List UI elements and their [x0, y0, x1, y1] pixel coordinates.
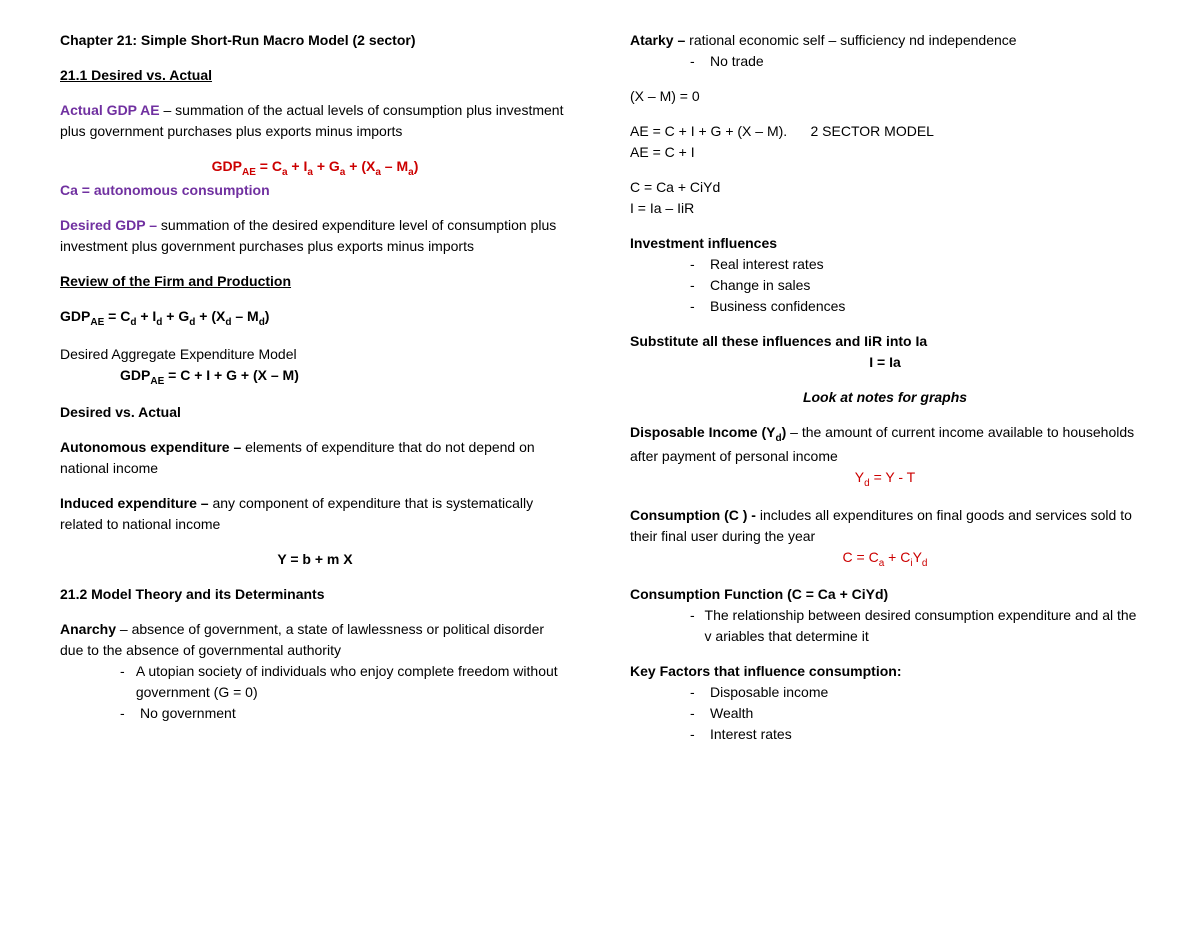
dae-block: Desired Aggregate Expenditure Model GDPA… — [60, 344, 570, 389]
y-bmx-formula: Y = b + m X — [60, 549, 570, 570]
review-heading: Review of the Firm and Production — [60, 271, 570, 292]
list-item: -Wealth — [690, 703, 1140, 724]
look-at-notes: Look at notes for graphs — [630, 387, 1140, 408]
consumption-block: Consumption (C ) - includes all expendit… — [630, 505, 1140, 547]
substitute-line: Substitute all these influences and IiR … — [630, 331, 1140, 352]
list-item: -No trade — [690, 51, 1140, 72]
section-21-1-heading: 21.1 Desired vs. Actual — [60, 65, 570, 86]
atarky-block: Atarky – rational economic self – suffic… — [630, 30, 1140, 51]
c-formula: C = Ca + CiYd — [630, 547, 1140, 571]
list-item: -No government — [120, 703, 570, 724]
ci-equations: C = Ca + CiYd I = Ia – IiR — [630, 177, 1140, 219]
desired-gdp-label: Desired GDP – — [60, 217, 157, 233]
list-item: -Interest rates — [690, 724, 1140, 745]
ae-ci: AE = C + I — [630, 142, 1140, 163]
ae-equations: AE = C + I + G + (X – M). 2 SECTOR MODEL… — [630, 121, 1140, 163]
induced-block: Induced expenditure – any component of e… — [60, 493, 570, 535]
list-item: -The relationship between desired consum… — [690, 605, 1140, 647]
gdp-formula-desired: GDPAE = Cd + Id + Gd + (Xd – Md) — [60, 306, 570, 330]
atarky-bullets: -No trade — [630, 51, 1140, 72]
list-item: -Disposable income — [690, 682, 1140, 703]
disposable-block: Disposable Income (Yd) – the amount of c… — [630, 422, 1140, 467]
investment-bullets: -Real interest rates -Change in sales -B… — [630, 254, 1140, 317]
list-item: -Change in sales — [690, 275, 1140, 296]
consumption-label: Consumption (C ) - — [630, 507, 756, 523]
actual-gdp-label: Actual GDP AE — [60, 102, 160, 118]
actual-gdp-block: Actual GDP AE – summation of the actual … — [60, 100, 570, 142]
dae-label: Desired Aggregate Expenditure Model — [60, 344, 570, 365]
i-equals-ia: I = Ia — [630, 352, 1140, 373]
xm-zero: (X – M) = 0 — [630, 86, 1140, 107]
anarchy-block: Anarchy – absence of government, a state… — [60, 619, 570, 661]
yd-formula: Yd = Y - T — [630, 467, 1140, 491]
ae-full: AE = C + I + G + (X – M). 2 SECTOR MODEL — [630, 121, 1140, 142]
list-item: -A utopian society of individuals who en… — [120, 661, 570, 703]
c-equation: C = Ca + CiYd — [630, 177, 1140, 198]
desired-gdp-block: Desired GDP – summation of the desired e… — [60, 215, 570, 257]
gdp-formula-actual: GDPAE = Ca + Ia + Ga + (Xa – Ma) — [60, 156, 570, 180]
key-factors-heading: Key Factors that influence consumption: — [630, 661, 1140, 682]
autonomous-label: Autonomous expenditure – — [60, 439, 241, 455]
consumption-function-heading: Consumption Function (C = Ca + CiYd) — [630, 584, 1140, 605]
gdp-formula-simple: GDPAE = C + I + G + (X – M) — [60, 365, 570, 389]
anarchy-bullets: -A utopian society of individuals who en… — [60, 661, 570, 724]
list-item: -Real interest rates — [690, 254, 1140, 275]
investment-heading: Investment influences — [630, 233, 1140, 254]
disposable-label: Disposable Income (Yd) — [630, 424, 786, 440]
key-factors-bullets: -Disposable income -Wealth -Interest rat… — [630, 682, 1140, 745]
atarky-label: Atarky – — [630, 32, 685, 48]
i-equation: I = Ia – IiR — [630, 198, 1140, 219]
consumption-function-bullets: -The relationship between desired consum… — [630, 605, 1140, 647]
ca-autonomous: Ca = autonomous consumption — [60, 180, 570, 201]
section-21-2-heading: 21.2 Model Theory and its Determinants — [60, 584, 570, 605]
anarchy-label: Anarchy — [60, 621, 116, 637]
atarky-def: rational economic self – sufficiency nd … — [685, 32, 1016, 48]
anarchy-def: – absence of government, a state of lawl… — [60, 621, 544, 658]
autonomous-block: Autonomous expenditure – elements of exp… — [60, 437, 570, 479]
chapter-title: Chapter 21: Simple Short-Run Macro Model… — [60, 30, 570, 51]
desired-vs-actual-heading: Desired vs. Actual — [60, 402, 570, 423]
right-column: Atarky – rational economic self – suffic… — [630, 30, 1140, 897]
left-column: Chapter 21: Simple Short-Run Macro Model… — [60, 30, 570, 897]
induced-label: Induced expenditure – — [60, 495, 209, 511]
list-item: -Business confidences — [690, 296, 1140, 317]
